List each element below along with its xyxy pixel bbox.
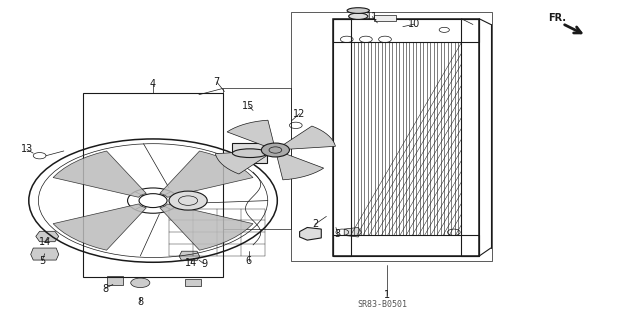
Circle shape: [169, 191, 207, 210]
Text: 3: 3: [335, 229, 341, 239]
Polygon shape: [277, 153, 324, 180]
Text: SR83-B0501: SR83-B0501: [358, 300, 408, 309]
Ellipse shape: [347, 8, 369, 13]
Polygon shape: [36, 231, 59, 242]
Text: 8: 8: [102, 284, 108, 293]
Text: 12: 12: [293, 109, 306, 119]
Bar: [333, 19, 351, 256]
Polygon shape: [179, 251, 200, 261]
Bar: [83, 93, 223, 277]
Text: 15: 15: [243, 101, 255, 111]
Bar: [374, 15, 396, 21]
Text: 13: 13: [20, 145, 33, 154]
Polygon shape: [227, 120, 274, 147]
Ellipse shape: [232, 149, 268, 158]
Text: 4: 4: [150, 79, 156, 89]
Text: 9: 9: [201, 259, 207, 269]
Polygon shape: [31, 248, 59, 260]
Bar: [333, 19, 479, 42]
Text: 8: 8: [137, 297, 143, 307]
Polygon shape: [107, 276, 123, 286]
Polygon shape: [282, 126, 335, 149]
Text: 11: 11: [366, 11, 378, 22]
Circle shape: [131, 278, 150, 287]
Polygon shape: [53, 204, 147, 250]
Text: FR.: FR.: [548, 13, 566, 23]
Text: 2: 2: [312, 219, 318, 229]
Bar: [333, 19, 479, 256]
Text: 6: 6: [246, 256, 252, 266]
Ellipse shape: [349, 13, 368, 19]
Bar: [232, 143, 268, 163]
Text: 10: 10: [408, 19, 420, 29]
Bar: [291, 12, 492, 261]
Polygon shape: [185, 279, 201, 286]
Polygon shape: [160, 204, 253, 250]
Polygon shape: [300, 227, 321, 240]
Text: 1: 1: [384, 291, 390, 300]
Text: 5: 5: [39, 256, 45, 266]
Polygon shape: [215, 151, 268, 174]
Text: 14: 14: [38, 237, 51, 247]
Text: 14: 14: [185, 258, 197, 268]
Polygon shape: [53, 151, 147, 197]
Circle shape: [261, 143, 289, 157]
Text: 7: 7: [214, 77, 220, 87]
Bar: [333, 235, 479, 256]
Bar: [461, 19, 479, 256]
Polygon shape: [344, 227, 362, 237]
Polygon shape: [160, 151, 253, 197]
